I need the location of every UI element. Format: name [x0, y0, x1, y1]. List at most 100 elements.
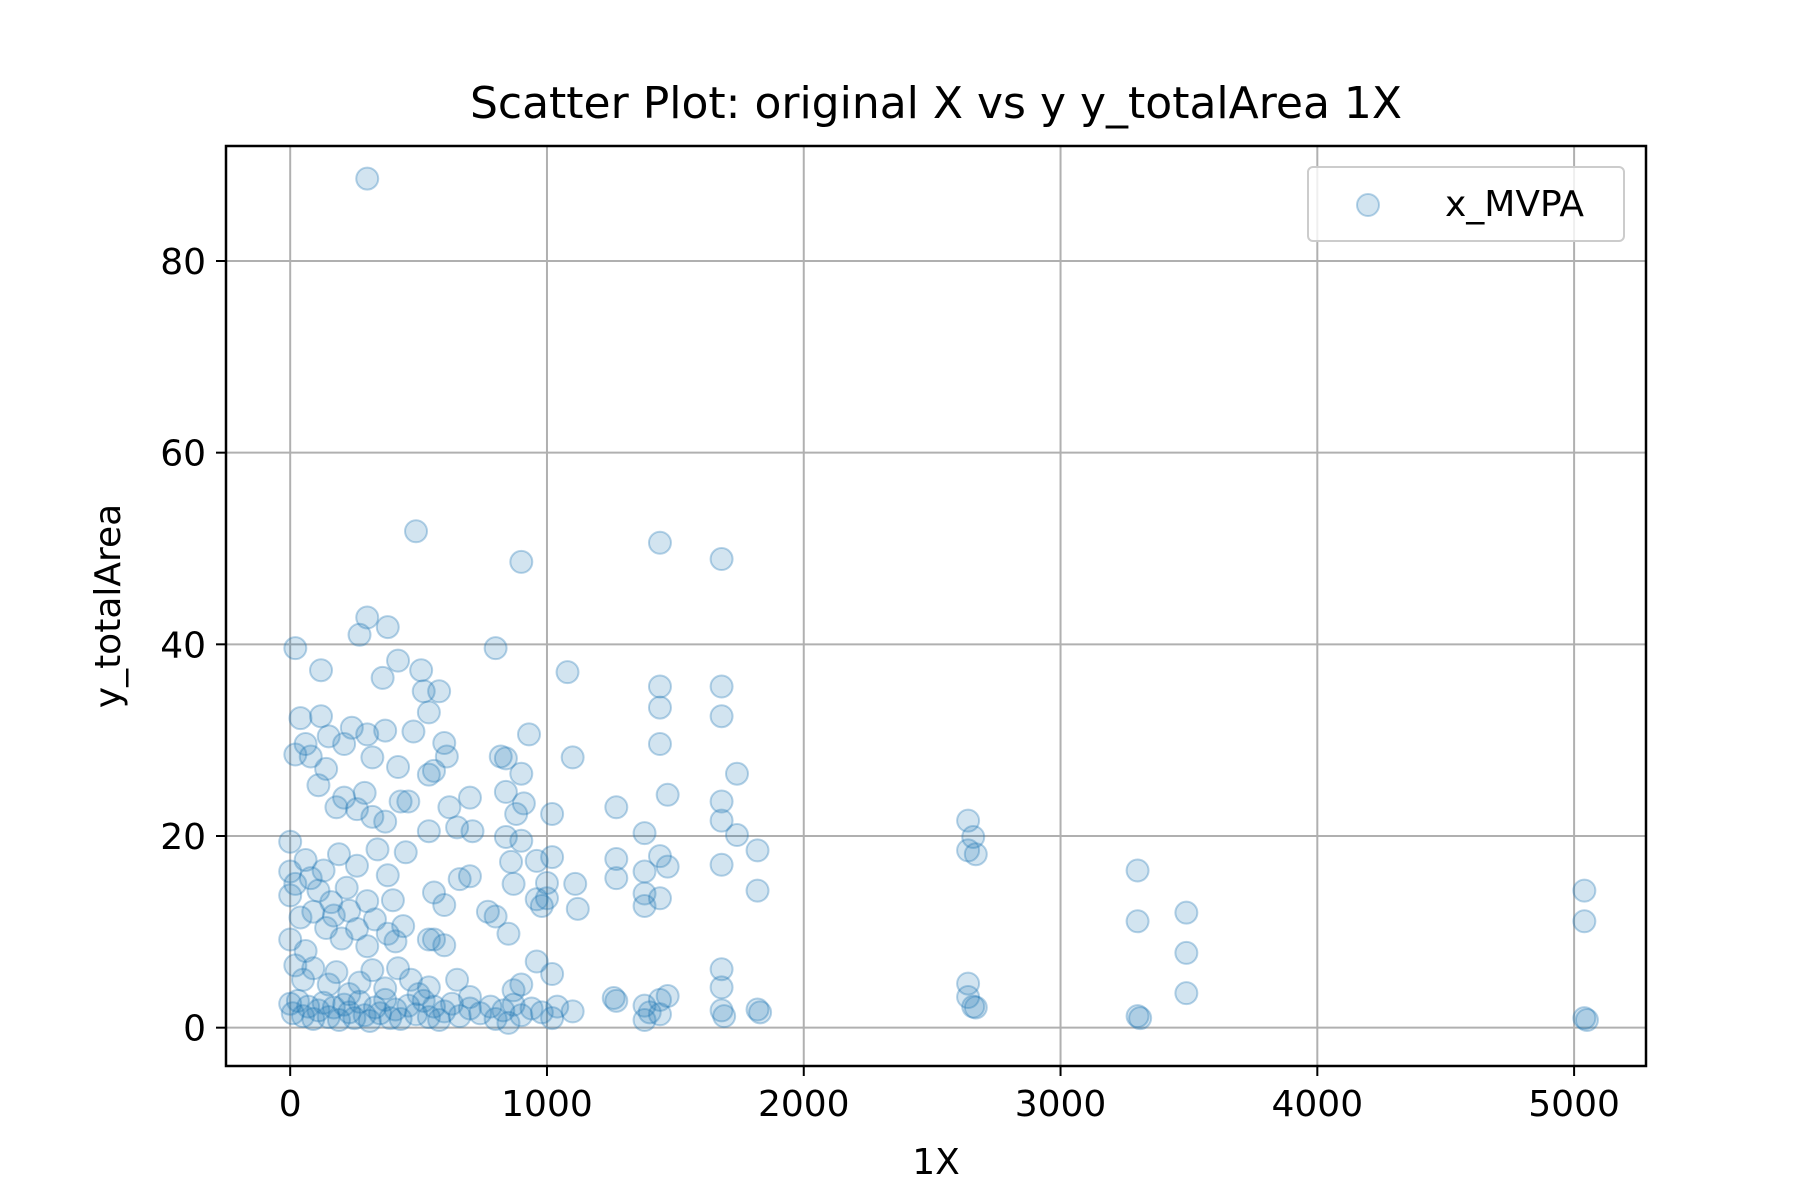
scatter-point — [434, 744, 459, 769]
x-tick-label: 2000 — [758, 1084, 850, 1125]
scatter-point — [509, 549, 534, 574]
scatter-point — [416, 819, 441, 844]
scatter-point — [956, 985, 981, 1009]
x-tick-label: 1000 — [501, 1084, 593, 1125]
plot-frame — [224, 144, 1648, 1068]
scatter-point — [324, 795, 349, 820]
scatter-point — [509, 828, 534, 853]
scatter-point — [383, 929, 408, 954]
y-tick-label: 20 — [160, 817, 206, 858]
scatter-point — [314, 916, 339, 940]
scatter-point — [529, 893, 554, 918]
scatter-point — [447, 1004, 472, 1029]
scatter-point — [647, 674, 672, 699]
scatter-point — [493, 824, 518, 849]
y-tick-label: 60 — [160, 434, 206, 475]
scatter-point — [748, 1000, 773, 1025]
scatter-point — [509, 761, 534, 786]
scatter-point — [280, 1001, 305, 1026]
scatter-point — [316, 972, 341, 997]
scatter-point — [437, 795, 462, 820]
scatter-point — [540, 962, 565, 986]
scatter-point — [375, 863, 400, 888]
scatter-point — [283, 636, 308, 661]
scatter-point — [386, 755, 411, 779]
scatter-point — [540, 845, 565, 870]
chart-title: Scatter Plot: original X vs y y_totalAre… — [470, 78, 1402, 129]
scatter-point — [396, 993, 421, 1018]
axis-ticks: 0 1000 2000 3000 4000 5000 0 20 40 60 80 — [160, 242, 1620, 1125]
scatter-point — [655, 854, 680, 879]
scatter-point — [540, 1006, 565, 1031]
scatter-point — [491, 998, 516, 1023]
scatter-point — [352, 780, 377, 805]
scatter-point — [368, 1001, 393, 1026]
scatter-point — [360, 958, 385, 983]
scatter-point — [493, 746, 518, 771]
scatter-point — [375, 921, 400, 946]
scatter-point — [288, 706, 313, 731]
scatter-point — [416, 927, 441, 952]
scatter-point — [511, 791, 536, 816]
scatter-point — [632, 881, 657, 906]
scatter-point — [1125, 909, 1150, 934]
legend: x_MVPA — [1307, 166, 1625, 242]
scatter-point — [285, 988, 310, 1013]
scatter-point — [496, 1010, 521, 1035]
scatter-point — [632, 821, 657, 846]
scatter-point — [493, 779, 518, 804]
scatter-point — [709, 808, 734, 833]
scatter-point — [745, 838, 770, 863]
scatter-point — [301, 899, 326, 924]
scatter-point — [373, 718, 398, 743]
x-tick-label: 3000 — [1015, 1084, 1107, 1125]
scatter-point — [563, 871, 588, 896]
scatter-point — [309, 658, 334, 683]
scatter-point — [712, 1004, 737, 1029]
scatter-point — [278, 829, 303, 854]
scatter-point — [501, 992, 526, 1017]
scatter-point — [655, 984, 680, 1009]
legend-marker-x-mvpa — [1356, 193, 1380, 217]
data-points — [278, 166, 1599, 1035]
scatter-point — [509, 972, 534, 997]
scatter-point — [416, 700, 441, 725]
scatter-point — [347, 989, 372, 1014]
scatter-point — [344, 916, 369, 941]
scatter-point — [524, 949, 549, 974]
scatter-point — [316, 724, 341, 749]
scatter-point — [709, 704, 734, 729]
scatter-point — [1125, 1004, 1150, 1029]
scatter-point — [291, 967, 316, 992]
scatter-point — [370, 665, 395, 690]
scatter-point — [1574, 1008, 1599, 1032]
scatter-point — [360, 745, 385, 770]
scatter-point — [483, 904, 508, 929]
scatter-point — [637, 1000, 662, 1025]
x-tick-label: 4000 — [1272, 1084, 1364, 1125]
y-axis-label: y_totalArea — [88, 504, 129, 708]
scatter-point — [421, 927, 446, 952]
scatter-point — [709, 998, 734, 1023]
scatter-point — [647, 695, 672, 720]
scatter-point — [647, 886, 672, 911]
scatter-point — [956, 971, 981, 996]
scatter-point — [565, 896, 590, 921]
scatter-point — [319, 890, 344, 915]
scatter-point — [1128, 1006, 1153, 1031]
scatter-point — [321, 995, 346, 1020]
scatter-point — [391, 914, 416, 939]
scatter-point — [404, 1002, 429, 1027]
scatter-point — [337, 982, 362, 1007]
scatter-point — [504, 801, 529, 826]
scatter-point — [316, 1005, 341, 1030]
scatter-point — [293, 939, 318, 963]
scatter-point — [324, 960, 349, 985]
scatter-point — [709, 957, 734, 982]
scatter-point — [380, 888, 405, 913]
scatter-point — [501, 871, 526, 896]
scatter-point — [647, 987, 672, 1012]
scatter-point — [468, 1001, 493, 1026]
scatter-point — [1572, 909, 1597, 934]
scatter-point — [655, 782, 680, 807]
